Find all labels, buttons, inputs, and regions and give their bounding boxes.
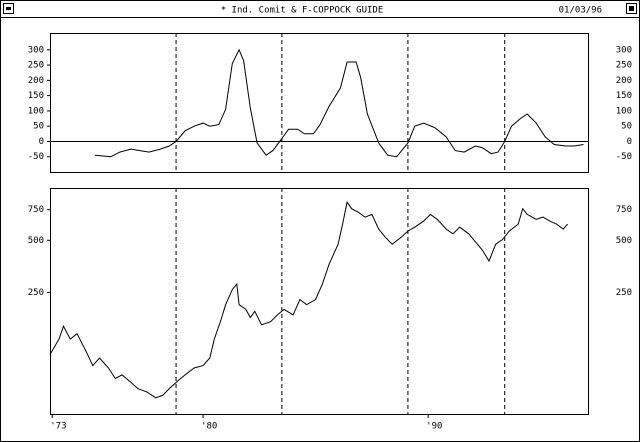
bottom-panel-frame (50, 188, 589, 415)
y-tick-label-right: 250 (616, 288, 632, 298)
y-tick-label-left: -50 (28, 152, 44, 162)
y-tick-label-left: 50 (33, 122, 44, 132)
data-line (94, 48, 584, 158)
y-tick-label-left: 500 (28, 236, 44, 246)
y-tick-label-left: 750 (28, 205, 44, 215)
y-tick-label-left: 100 (28, 106, 44, 116)
chart-title: * Ind. Comit & F-COPPOCK GUIDE (221, 6, 384, 16)
y-tick-label-right: 0 (627, 137, 632, 147)
y-tick-label-right: 100 (616, 106, 632, 116)
data-line (49, 200, 569, 399)
y-tick-label-right: 300 (616, 45, 632, 55)
x-tick-label: '73 (50, 422, 66, 432)
y-tick-label-left: 0 (39, 137, 44, 147)
y-tick-label-right: 150 (616, 91, 632, 101)
top-panel-frame (50, 33, 589, 173)
y-tick-label-left: 250 (28, 61, 44, 71)
y-tick-label-right: 200 (616, 76, 632, 86)
y-tick-label-left: 150 (28, 91, 44, 101)
y-tick-label-left: 300 (28, 45, 44, 55)
y-tick-label-right: 250 (616, 61, 632, 71)
y-tick-label-right: -50 (616, 152, 632, 162)
x-tick-label: '80 (201, 422, 217, 432)
date-label: 01/03/96 (559, 6, 602, 16)
y-tick-label-left: 200 (28, 76, 44, 86)
window-box-right-icon (629, 6, 634, 11)
y-tick-label-right: 50 (621, 122, 632, 132)
window-box-right (626, 3, 637, 14)
x-tick-label: '90 (426, 422, 442, 432)
y-tick-label-left: 250 (28, 288, 44, 298)
y-tick-label-right: 750 (616, 205, 632, 215)
window-box-left (3, 3, 14, 14)
y-tick-label-right: 500 (616, 236, 632, 246)
window-box-left-icon (6, 7, 11, 10)
